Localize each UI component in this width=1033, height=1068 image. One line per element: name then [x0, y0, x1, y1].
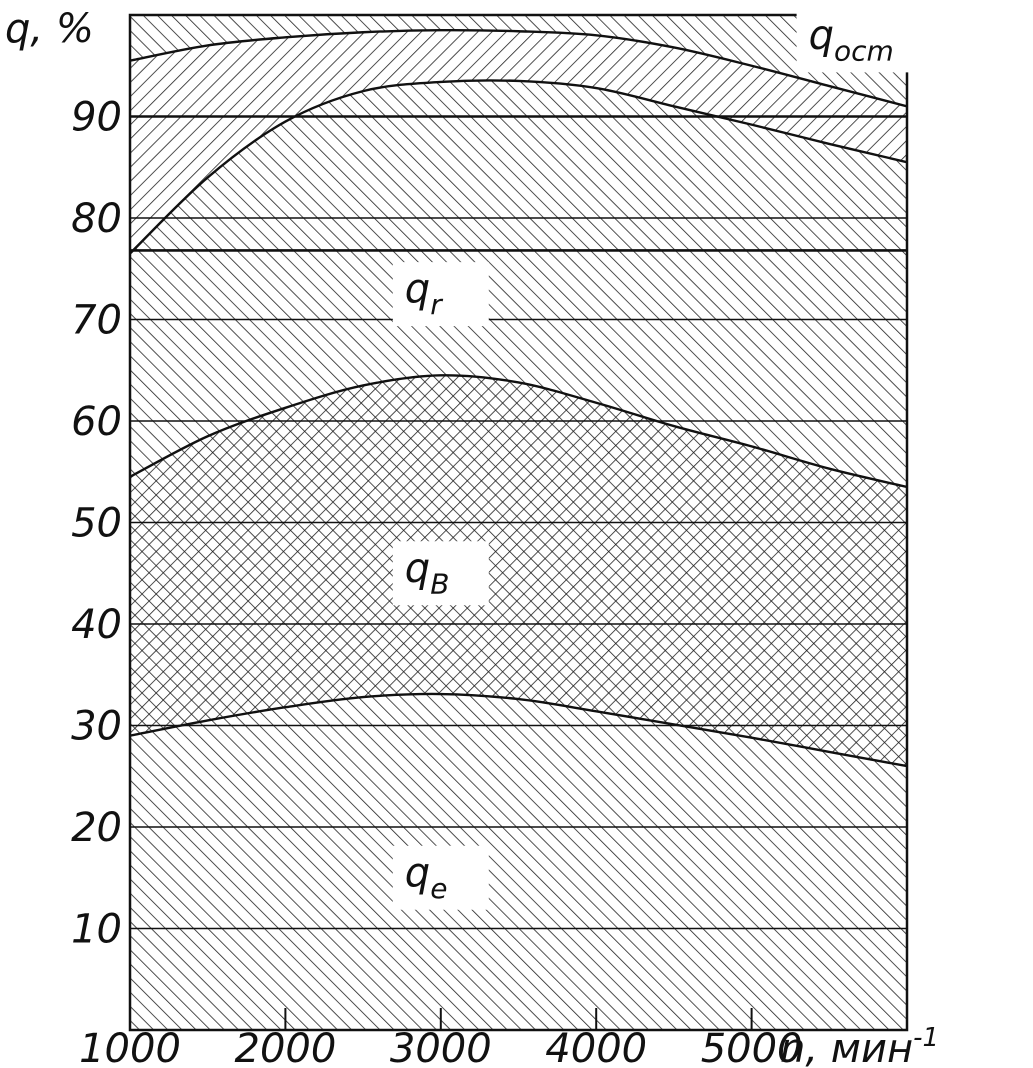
- region-labels: qe qB qr qocm: [392, 8, 909, 910]
- curve-qe: [130, 692, 907, 768]
- region-qocm: [130, 15, 907, 107]
- x-axis-title-exponent: -1: [913, 1023, 939, 1053]
- label-box-qB: [392, 541, 489, 606]
- label-box-qr: [392, 262, 489, 327]
- region-qb-back: [130, 375, 907, 767]
- curves: [130, 28, 907, 768]
- y-tick-label: 50: [71, 501, 122, 547]
- y-axis-labels: 10 20 30 40 50 60 70 80 90: [71, 95, 122, 953]
- x-tick-label: 5000: [701, 1026, 803, 1068]
- x-axis-title-text: n, мин: [780, 1026, 913, 1068]
- x-axis-labels: 1000 2000 3000 4000 5000: [79, 1026, 802, 1068]
- region-qr-qocm-band: [130, 30, 907, 254]
- y-tick-label: 10: [71, 907, 122, 953]
- x-axis-ticks: [129, 1008, 753, 1030]
- y-tick-label: 80: [71, 196, 122, 242]
- label-box-qe: [392, 845, 489, 910]
- region-label-qocm: qocm: [809, 12, 894, 67]
- x-axis-title: n, мин-1: [780, 1023, 939, 1068]
- region-label-qe: qe: [405, 850, 448, 905]
- curve-qr: [130, 79, 907, 255]
- region-label-qr: qr: [405, 266, 443, 321]
- grid-lines: [130, 115, 907, 930]
- x-tick-label: 2000: [235, 1026, 337, 1068]
- curve-qB: [130, 374, 907, 489]
- y-tick-label: 60: [71, 399, 122, 445]
- region-qr: [130, 80, 907, 487]
- region-label-qB: qB: [405, 545, 450, 600]
- y-tick-label: 40: [71, 602, 122, 648]
- curve-qocm: [130, 28, 907, 108]
- y-tick-label: 70: [71, 298, 122, 344]
- x-tick-label: 1000: [79, 1026, 181, 1068]
- region-qe: [130, 693, 907, 1030]
- plot-frame: [128, 13, 909, 1032]
- x-tick-label: 4000: [545, 1026, 647, 1068]
- y-tick-label: 90: [71, 95, 122, 141]
- x-tick-label: 3000: [390, 1026, 492, 1068]
- hatched-regions: [130, 15, 907, 1030]
- y-axis-title: q, %: [5, 6, 94, 52]
- y-tick-label: 30: [71, 704, 122, 750]
- label-box-qocm: [796, 8, 909, 73]
- y-tick-label: 20: [71, 805, 122, 851]
